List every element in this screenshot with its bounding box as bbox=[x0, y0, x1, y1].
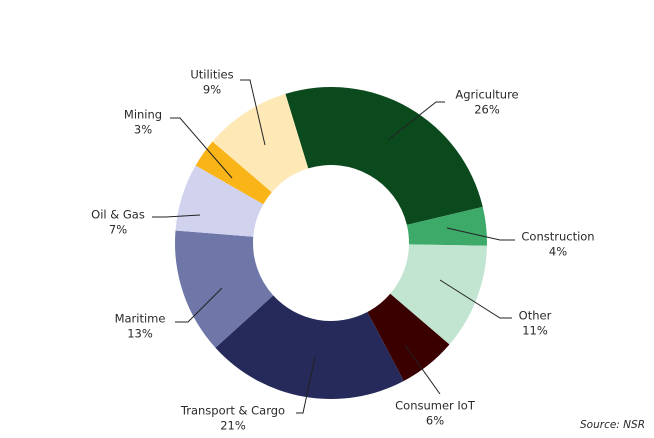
donut-slice bbox=[390, 244, 487, 345]
slice-label: Consumer IoT bbox=[395, 399, 476, 413]
slice-value: 6% bbox=[426, 414, 444, 428]
slice-value: 9% bbox=[203, 83, 221, 97]
slice-value: 7% bbox=[109, 223, 127, 237]
donut-slice bbox=[367, 293, 450, 381]
leader-line bbox=[240, 79, 266, 146]
donut-slice bbox=[195, 141, 272, 205]
leader-line bbox=[152, 214, 201, 218]
donut-slice bbox=[212, 93, 309, 193]
donut-slice bbox=[285, 86, 483, 225]
slice-value: 4% bbox=[549, 245, 567, 259]
slice-label: Construction bbox=[521, 230, 594, 244]
slice-label: Agriculture bbox=[455, 88, 518, 102]
slice-label: Transport & Cargo bbox=[180, 404, 285, 418]
donut-slice bbox=[175, 165, 264, 237]
slice-value: 26% bbox=[474, 103, 500, 117]
donut-slice bbox=[215, 295, 404, 400]
slice-value: 13% bbox=[127, 327, 153, 341]
leader-line bbox=[296, 356, 316, 414]
slice-value: 11% bbox=[522, 324, 548, 338]
donut-slice bbox=[175, 230, 274, 348]
slice-label: Maritime bbox=[115, 312, 166, 326]
leader-line bbox=[170, 117, 233, 179]
leader-line bbox=[404, 344, 441, 395]
leader-line bbox=[446, 227, 515, 241]
donut-slice bbox=[406, 206, 487, 246]
leader-line bbox=[387, 101, 445, 141]
source-note: Source: NSR bbox=[580, 419, 645, 431]
slice-label: Other bbox=[519, 309, 552, 323]
slice-label: Utilities bbox=[190, 68, 233, 82]
leader-line bbox=[439, 279, 512, 319]
leader-line bbox=[175, 287, 223, 323]
slice-label: Oil & Gas bbox=[91, 208, 145, 222]
slice-value: 3% bbox=[134, 123, 152, 137]
slice-value: 21% bbox=[220, 419, 246, 433]
slice-label: Mining bbox=[124, 108, 162, 122]
